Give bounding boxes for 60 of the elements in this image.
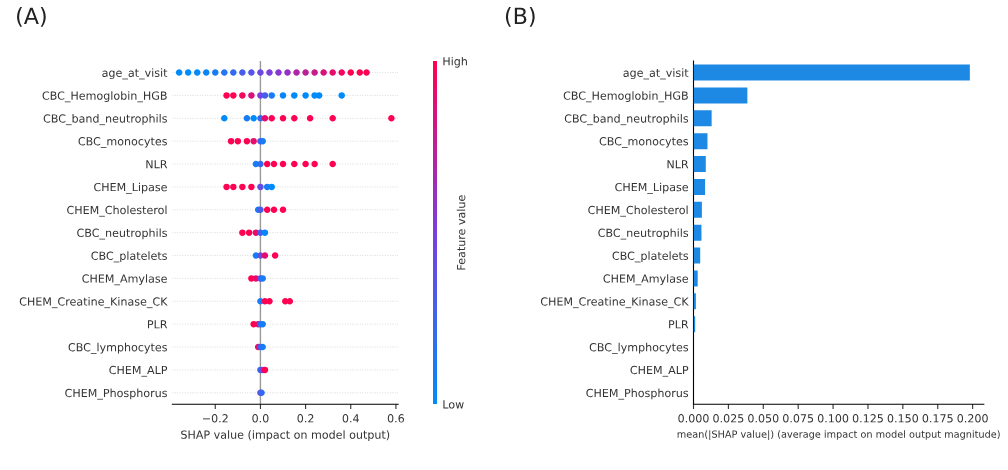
- bar: [693, 87, 748, 104]
- x-tick-label: 0.150: [887, 414, 919, 423]
- y-tick-label: age_at_visit: [102, 68, 168, 80]
- x-tick-label: 0.175: [922, 414, 953, 423]
- x-tick-label: 0.200: [957, 414, 988, 423]
- y-tick-label: CHEM_Lipase: [94, 182, 167, 194]
- bar: [693, 270, 698, 287]
- y-tick-label: CBC_lymphocytes: [589, 342, 689, 354]
- y-tick-label: age_at_visit: [623, 68, 689, 80]
- y-tick-label: CBC_band_neutrophils: [564, 114, 689, 126]
- x-tick-label: 0.6: [387, 414, 405, 423]
- x-tick-label: 0.125: [852, 414, 883, 423]
- y-tick-label: CHEM_Phosphorus: [586, 388, 689, 400]
- y-tick-label: PLR: [147, 320, 168, 329]
- x-axis-title: mean(|SHAP value|) (average impact on model output magnitude): [677, 430, 1000, 440]
- x-tick-label: 0.075: [783, 414, 814, 423]
- bar: [693, 110, 712, 127]
- y-tick-label: CBC_neutrophils: [598, 228, 689, 240]
- y-tick-label: PLR: [669, 320, 689, 329]
- bar: [693, 201, 702, 218]
- color-bar-label: High: [443, 56, 467, 68]
- chart-title: (A): [17, 7, 46, 27]
- y-tick-label: CBC_Hemoglobin_HGB: [42, 91, 167, 103]
- y-tick-label: CHEM_Lipase: [615, 182, 689, 194]
- x-tick-label: 0.4: [342, 414, 359, 423]
- x-tick-label: 0.2: [297, 414, 314, 423]
- bar: [693, 64, 970, 81]
- y-tick-label: CHEM_Amylase: [603, 274, 689, 286]
- y-tick-label: CBC_lymphocytes: [68, 342, 167, 354]
- y-tick-label: NLR: [146, 160, 168, 169]
- y-tick-label: CBC_monocytes: [78, 137, 167, 148]
- x-tick-label: 0.100: [817, 414, 849, 423]
- y-tick-label: NLR: [667, 160, 689, 169]
- y-tick-label: CHEM_Creatine_Kinase_CK: [540, 297, 689, 309]
- y-tick-label: CBC_neutrophils: [77, 228, 167, 240]
- color-bar-title: Feature value: [456, 195, 466, 270]
- y-tick-label: CHEM_Phosphorus: [65, 388, 167, 400]
- y-tick-label: CBC_monocytes: [599, 137, 689, 148]
- color-bar-label: Low: [443, 400, 464, 409]
- y-tick-label: CHEM_Amylase: [82, 274, 167, 286]
- chart-title: (B): [505, 7, 535, 27]
- x-axis-title: SHAP value (impact on model output): [181, 430, 390, 441]
- x-tick-label: 0.025: [713, 414, 744, 423]
- y-tick-label: CBC_platelets: [612, 251, 689, 263]
- y-tick-label: CHEM_Creatine_Kinase_CK: [19, 297, 168, 309]
- y-tick-label: CBC_Hemoglobin_HGB: [563, 91, 688, 103]
- y-tick-label: CHEM_Cholesterol: [67, 205, 167, 217]
- x-tick-label: 0.050: [748, 414, 779, 423]
- x-tick-label: 0.000: [678, 414, 709, 423]
- y-tick-label: CBC_platelets: [91, 251, 167, 263]
- y-tick-label: CHEM_ALP: [109, 365, 168, 377]
- bar: [693, 178, 706, 195]
- bar: [693, 133, 708, 150]
- y-tick-label: CHEM_Cholesterol: [588, 205, 688, 217]
- x-tick-label: −0.2: [202, 414, 228, 423]
- y-tick-label: CHEM_ALP: [630, 365, 689, 377]
- y-tick-label: CBC_band_neutrophils: [43, 114, 167, 126]
- x-tick-label: 0.0: [252, 414, 269, 423]
- bar: [693, 247, 701, 264]
- bar: [693, 156, 706, 173]
